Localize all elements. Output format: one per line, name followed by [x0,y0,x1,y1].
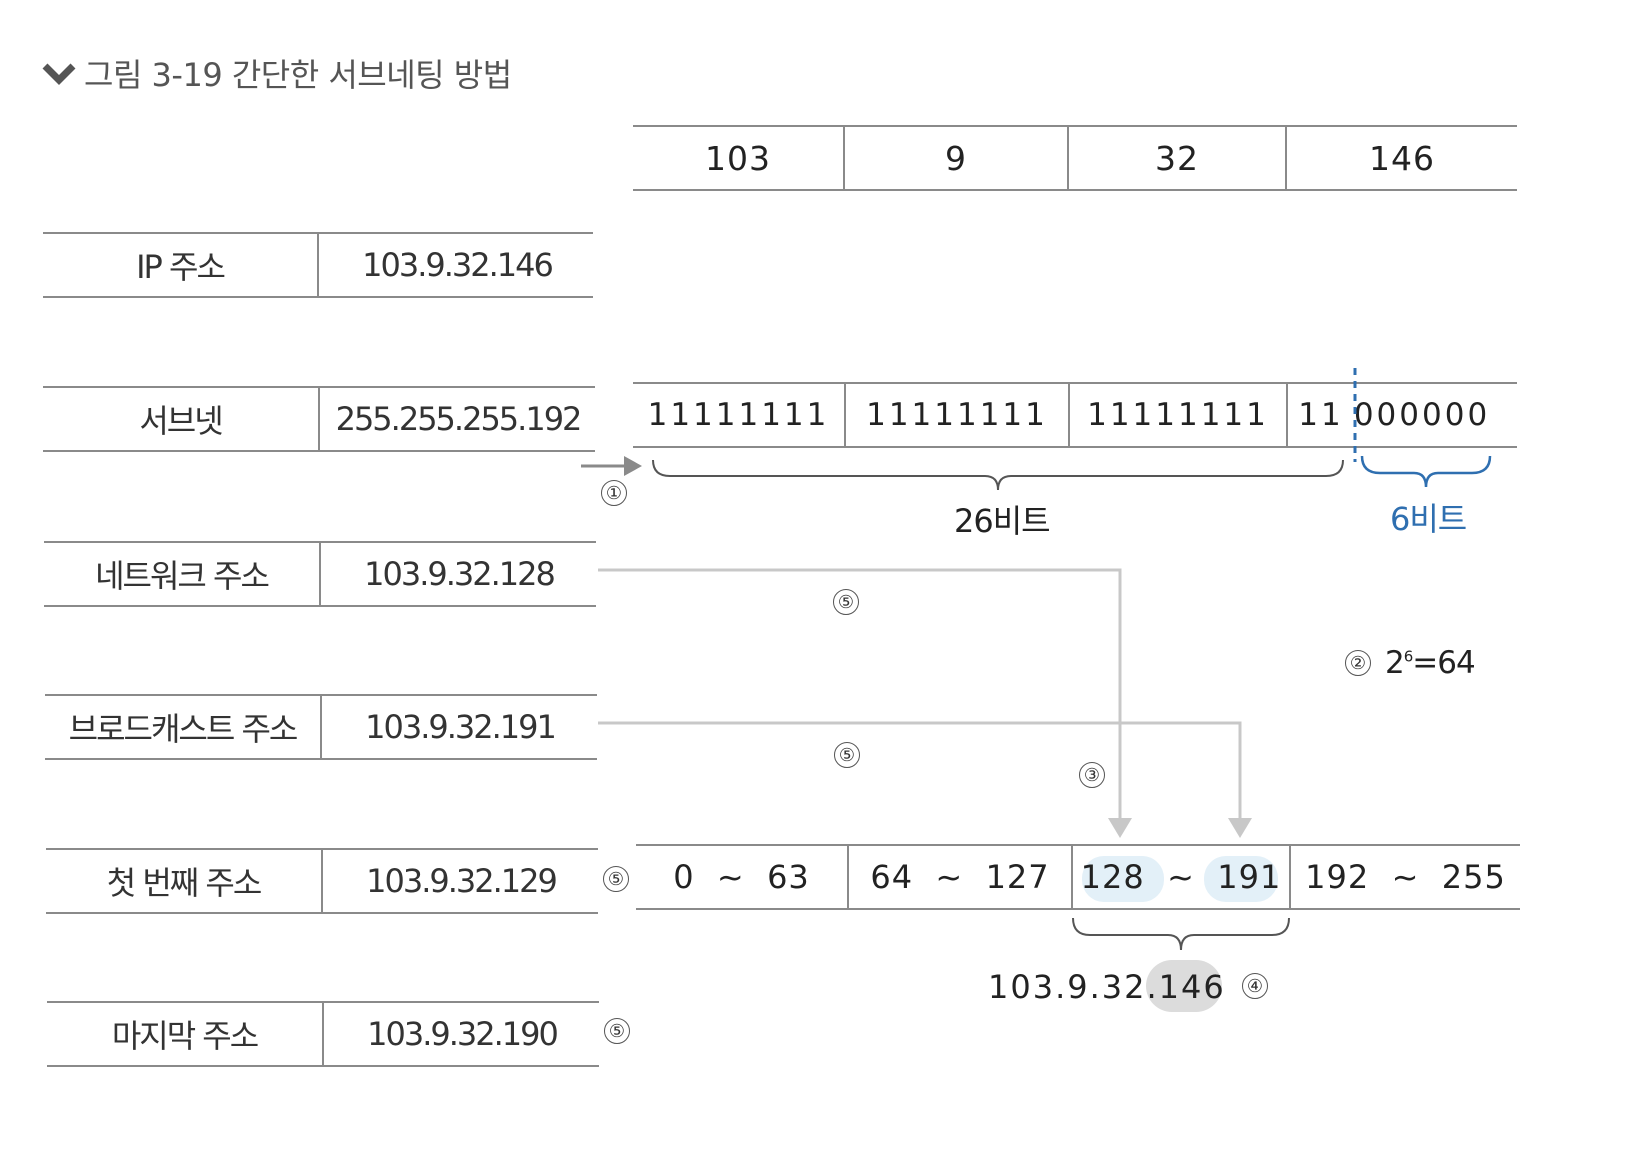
row-value-broadcast: 103.9.32.191 [365,708,557,746]
row-value-last: 103.9.32.190 [367,1015,559,1053]
figure-title-row: 그림 3-19 간단한 서브네팅 방법 [42,48,512,98]
row-label-last: 마지막 주소 [111,1017,259,1055]
binary-octet-3: 11111111 [1087,397,1269,433]
binary-octet-2: 11111111 [866,397,1048,433]
row-label-network: 네트워크 주소 [95,557,270,595]
step5-marker-broadcast: ⑤ [834,742,860,768]
row-label-first: 첫 번째 주소 [106,864,263,902]
range-cell-4: 192 ~ 255 [1305,858,1506,896]
chevron-down-icon [42,63,76,85]
step2-marker: ② [1345,650,1371,676]
step2-formula: 26=64 [1385,645,1476,681]
result-address: 103.9.32. 146 [988,964,1226,1010]
row-value-subnet: 255.255.255.192 [335,400,583,438]
range-cell-3: 128 ~ 191 [1080,858,1282,896]
host-bits-label: 6비트 [1390,500,1467,538]
network-bits-label: 26비트 [954,502,1051,540]
highlight-range-end [1204,856,1278,902]
row-value-first: 103.9.32.129 [366,862,558,900]
row-label-subnet: 서브넷 [139,402,223,440]
range-cell-2: 64 ~ 127 [870,858,1050,896]
result-host: 146 [1158,968,1226,1006]
highlight-range-start [1082,856,1164,902]
binary-network-bits: 11 [1298,397,1344,433]
step1-marker: ① [601,480,627,506]
octet-3: 32 [1155,138,1199,178]
step-marker-first: ⑤ [603,866,629,892]
range-cell-1: 0 ~ 63 [673,858,810,896]
step4-marker: ④ [1242,973,1268,999]
result-host-highlight [1146,960,1222,1012]
result-prefix: 103.9.32. [988,968,1159,1006]
octet-4: 146 [1369,138,1435,178]
binary-host-bits: 000000 [1353,397,1491,433]
step5-marker-network: ⑤ [833,589,859,615]
network-address-arrow [598,568,1132,838]
host-bits-brace [1360,455,1492,488]
row-value-network: 103.9.32.128 [364,555,556,593]
step-marker-last: ⑤ [604,1018,630,1044]
octet-2: 9 [945,138,967,178]
row-value-ip: 103.9.32.146 [362,246,554,284]
range-brace [1072,917,1290,951]
row-label-ip: IP 주소 [136,248,226,286]
figure-title: 그림 3-19 간단한 서브네팅 방법 [84,56,512,94]
row-label-broadcast: 브로드캐스트 주소 [68,710,299,748]
broadcast-address-arrow [598,721,1252,838]
step3-marker: ③ [1079,762,1105,788]
step2-annotation: ② 26=64 [1345,640,1476,686]
octet-1: 103 [705,138,771,178]
network-bits-brace [652,459,1344,491]
step1-arrow [581,456,642,476]
binary-octet-1: 11111111 [647,397,830,433]
